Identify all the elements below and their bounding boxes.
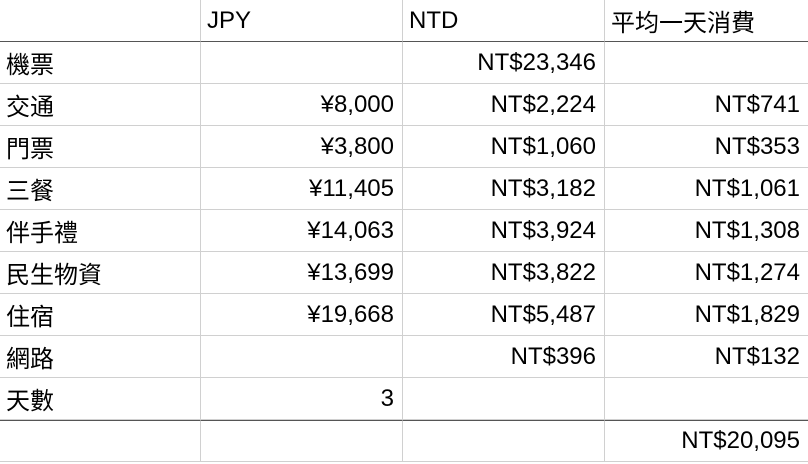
table-cell[interactable]: ¥11,405 <box>201 168 403 210</box>
header-cell[interactable]: 平均一天消費 <box>605 0 808 42</box>
table-cell[interactable]: 門票 <box>0 126 201 168</box>
table-cell[interactable]: 天數 <box>0 378 201 420</box>
table-cell[interactable]: NT$1,274 <box>605 252 808 294</box>
table-cell[interactable]: NT$3,924 <box>403 210 605 252</box>
table-cell[interactable]: 機票 <box>0 42 201 84</box>
table-cell[interactable]: ¥19,668 <box>201 294 403 336</box>
header-cell[interactable]: JPY <box>201 0 403 42</box>
table-cell[interactable]: NT$1,308 <box>605 210 808 252</box>
table-cell[interactable]: NT$3,822 <box>403 252 605 294</box>
table-cell[interactable]: ¥13,699 <box>201 252 403 294</box>
table-cell[interactable]: NT$23,346 <box>403 42 605 84</box>
table-cell[interactable] <box>201 420 403 462</box>
table-cell[interactable]: NT$1,061 <box>605 168 808 210</box>
table-cell[interactable]: 3 <box>201 378 403 420</box>
table-cell[interactable]: ¥14,063 <box>201 210 403 252</box>
table-cell[interactable]: 住宿 <box>0 294 201 336</box>
table-cell[interactable]: NT$353 <box>605 126 808 168</box>
table-cell[interactable]: NT$1,829 <box>605 294 808 336</box>
table-cell[interactable]: 三餐 <box>0 168 201 210</box>
table-cell[interactable]: NT$3,182 <box>403 168 605 210</box>
table-cell[interactable] <box>403 378 605 420</box>
table-cell[interactable]: 交通 <box>0 84 201 126</box>
table-cell[interactable]: 網路 <box>0 336 201 378</box>
table-cell[interactable] <box>605 378 808 420</box>
table-cell[interactable]: NT$741 <box>605 84 808 126</box>
table-cell[interactable] <box>201 336 403 378</box>
table-cell[interactable]: NT$396 <box>403 336 605 378</box>
table-cell[interactable]: ¥8,000 <box>201 84 403 126</box>
table-cell[interactable] <box>0 420 201 462</box>
table-cell[interactable]: NT$20,095 <box>605 420 808 462</box>
table-cell[interactable] <box>201 42 403 84</box>
table-cell[interactable]: ¥3,800 <box>201 126 403 168</box>
table-cell[interactable] <box>403 420 605 462</box>
table-cell[interactable]: NT$132 <box>605 336 808 378</box>
header-cell[interactable] <box>0 0 201 42</box>
header-cell[interactable]: NTD <box>403 0 605 42</box>
table-cell[interactable]: NT$1,060 <box>403 126 605 168</box>
table-cell[interactable]: 伴手禮 <box>0 210 201 252</box>
table-cell[interactable] <box>605 42 808 84</box>
table-cell[interactable]: 民生物資 <box>0 252 201 294</box>
table-cell[interactable]: NT$2,224 <box>403 84 605 126</box>
table-cell[interactable]: NT$5,487 <box>403 294 605 336</box>
